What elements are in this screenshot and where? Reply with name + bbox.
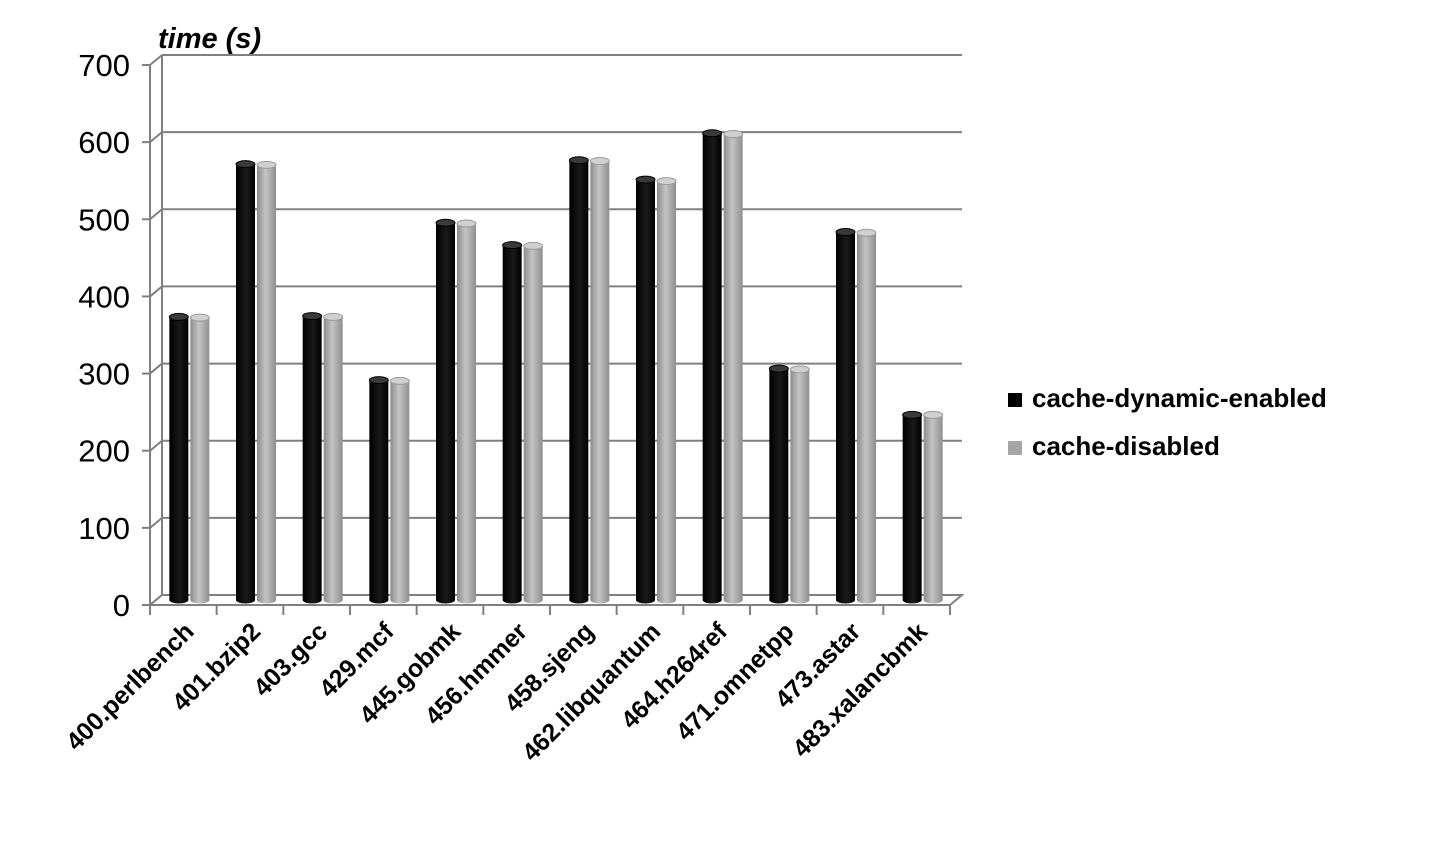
y-tick-labels: 0 100 200 300 400 500 600 700 (78, 48, 130, 623)
bar (168, 312, 189, 604)
gridline-side (149, 208, 163, 221)
y-tick-label: 400 (78, 279, 130, 314)
y-tick-label: 700 (78, 48, 130, 83)
bar (368, 376, 389, 604)
bar (768, 364, 789, 604)
bar (702, 129, 723, 604)
bar (568, 156, 589, 604)
bar (435, 218, 456, 604)
y-tick-label: 200 (78, 434, 130, 469)
gridline-side (149, 439, 163, 452)
y-tick-label: 100 (78, 511, 130, 546)
bar (323, 312, 344, 604)
bar (502, 241, 523, 604)
y-tick-label: 600 (78, 125, 130, 160)
y-tick-label: 0 (113, 588, 130, 623)
axes (142, 55, 965, 615)
bar (635, 175, 656, 604)
bar (902, 410, 923, 604)
y-axis-title: time (s) (158, 23, 261, 55)
bar (302, 312, 323, 604)
x-tick-labels: 400.perlbench401.bzip2403.gcc429.mcf445.… (61, 617, 933, 767)
gridline-side (149, 517, 163, 529)
legend-swatch (1008, 393, 1022, 407)
bar (789, 365, 810, 604)
bar (189, 313, 210, 604)
legend-swatch (1008, 441, 1022, 455)
bar (389, 376, 410, 604)
bar (235, 160, 256, 604)
gridline-side (149, 54, 163, 66)
bar (723, 130, 744, 604)
y-tick-label: 300 (78, 357, 130, 392)
gridline-side (149, 285, 163, 298)
bar (923, 410, 944, 604)
bars (168, 129, 944, 604)
y-tick-label: 500 (78, 202, 130, 237)
bar (656, 177, 677, 604)
legend: cache-dynamic-enabled cache-disabled (1008, 383, 1327, 461)
bar (523, 241, 544, 604)
gridline-side (149, 131, 163, 143)
legend-label: cache-dynamic-enabled (1032, 383, 1327, 413)
gridlines (149, 54, 962, 606)
gridline-side (149, 362, 163, 375)
legend-label: cache-disabled (1032, 431, 1220, 461)
bar (456, 219, 477, 604)
bar (856, 228, 877, 604)
bar (589, 157, 610, 604)
bar (835, 228, 856, 604)
bar (256, 160, 277, 604)
x-tick-label: 471.omnetpp (671, 617, 800, 746)
